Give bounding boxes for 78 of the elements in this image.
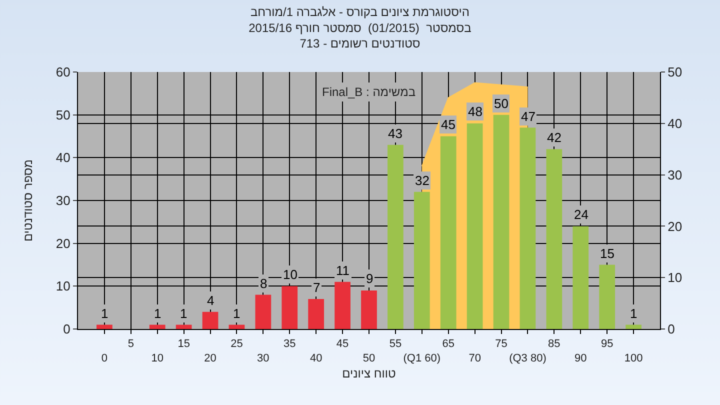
data-label: 4 (207, 293, 214, 308)
bar (308, 299, 324, 329)
data-label: 1 (630, 306, 638, 321)
data-label: 47 (521, 109, 536, 124)
annotation: Final_B : במשימה (322, 85, 416, 99)
bar (388, 144, 404, 329)
data-label: 43 (388, 126, 402, 141)
bar (361, 290, 377, 329)
x-tick-label: 45 (336, 338, 349, 350)
data-label: 8 (260, 276, 268, 291)
y-axis-title: מספר סטודנטים (21, 159, 36, 242)
bar (334, 282, 350, 329)
bar (414, 192, 430, 329)
x-tick-label: 65 (442, 338, 454, 350)
data-label: 1 (154, 306, 162, 321)
y-tick-label: 40 (56, 150, 70, 166)
bar (599, 264, 616, 329)
data-label: 24 (574, 207, 588, 222)
x-tick-label: (Q3 80) (509, 352, 546, 364)
bar (228, 324, 245, 329)
x-tick-label: 95 (600, 338, 614, 350)
x-tick-label: (Q1 60) (403, 352, 441, 364)
x-axis-title: טווח ציונים (342, 366, 396, 380)
bar (176, 324, 192, 329)
y-tick-label: 30 (56, 193, 70, 208)
data-label: 48 (468, 104, 482, 119)
y-tick-label: 0 (63, 322, 70, 337)
x-tick-label: 35 (284, 338, 296, 350)
y2-tick-label: 30 (668, 167, 682, 182)
x-tick-label: 25 (230, 338, 243, 350)
x-tick-label: 50 (362, 352, 376, 364)
data-label: 9 (366, 271, 374, 286)
y2-tick-label: 20 (668, 218, 682, 234)
bar (149, 324, 166, 329)
bar (626, 324, 642, 329)
bar (282, 286, 298, 329)
y2-tick-label: 50 (668, 64, 682, 80)
data-label: 1 (101, 306, 108, 321)
x-tick-label: 40 (310, 352, 322, 364)
bar (202, 312, 218, 329)
data-label: 1 (233, 306, 240, 321)
x-tick-label: 0 (101, 352, 108, 364)
x-tick-label: 20 (204, 352, 216, 364)
bar (520, 128, 536, 329)
data-label: 42 (547, 130, 562, 145)
data-label: 32 (415, 173, 430, 188)
bar (466, 123, 483, 329)
x-tick-label: 5 (128, 338, 134, 350)
y2-tick-label: 0 (668, 322, 675, 337)
bar (493, 114, 510, 329)
data-label: 50 (494, 96, 508, 111)
bar (255, 294, 272, 329)
y-tick-label: 10 (56, 278, 70, 294)
chart-title: היסטוגרמת ציונים בקורס - אלגברה 1/מורחב בסמסטר (01/2015) סמסטר חורף 2015/16 סטודנטים רשומים - 713 (248, 5, 472, 50)
y-tick-label: 20 (56, 236, 70, 251)
x-tick-label: 100 (624, 352, 643, 364)
data-label: 11 (336, 263, 350, 278)
bar (440, 136, 456, 329)
y2-tick-label: 40 (668, 116, 682, 131)
y-tick-label: 60 (56, 64, 70, 80)
y-tick-label: 50 (56, 107, 70, 122)
y2-tick-label: 10 (668, 270, 682, 286)
x-tick-label: 55 (389, 338, 402, 350)
data-label: 1 (180, 306, 188, 321)
x-tick-label: 30 (257, 352, 270, 364)
data-label: 45 (441, 117, 456, 132)
data-label: 15 (600, 246, 614, 261)
x-tick-label: 10 (151, 352, 164, 364)
bar (546, 149, 562, 329)
bar (572, 226, 589, 329)
data-label: 7 (313, 280, 320, 295)
x-tick-label: 75 (495, 338, 508, 350)
x-tick-label: 85 (548, 338, 560, 350)
x-tick-label: 90 (574, 352, 587, 364)
x-tick-label: 15 (178, 338, 190, 350)
bar (96, 324, 112, 329)
data-label: 10 (283, 267, 298, 282)
x-tick-label: 70 (468, 352, 481, 364)
